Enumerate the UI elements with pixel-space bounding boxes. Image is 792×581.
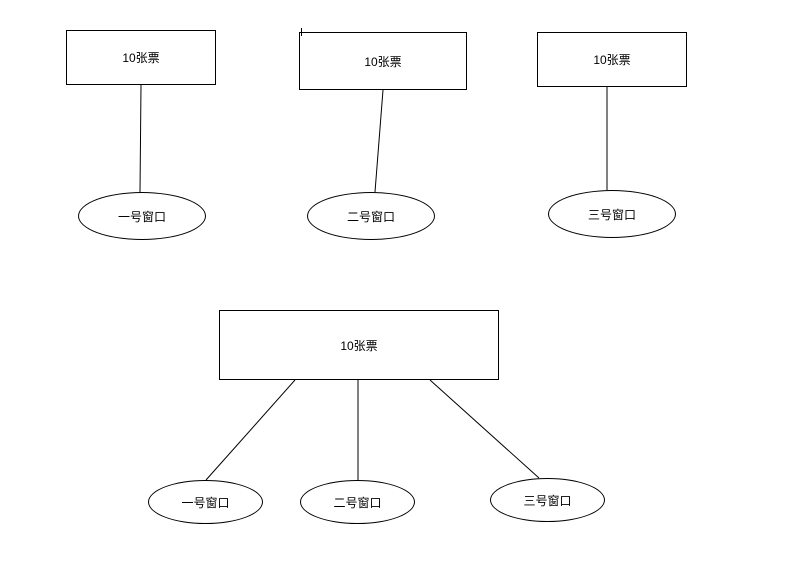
- ticket-box-1: 10张票: [66, 30, 216, 85]
- window-1-bottom-label: 一号窗口: [181, 494, 229, 511]
- window-3-bottom: 三号窗口: [490, 478, 605, 522]
- edge-top-2: [375, 90, 383, 192]
- edge-bottom-3: [430, 380, 539, 478]
- window-1-top: 一号窗口: [78, 192, 206, 240]
- ticket-box-shared-label: 10张票: [340, 337, 377, 354]
- edge-bottom-1: [206, 380, 295, 480]
- window-3-bottom-label: 三号窗口: [523, 492, 571, 509]
- ticket-box-3: 10张票: [537, 32, 687, 87]
- ticket-box-1-label: 10张票: [122, 49, 159, 66]
- ticket-box-2: 10张票: [299, 32, 467, 90]
- edge-top-1: [140, 85, 141, 192]
- ticket-box-2-label: 10张票: [364, 53, 401, 70]
- window-1-bottom: 一号窗口: [148, 480, 263, 524]
- window-2-bottom-label: 二号窗口: [333, 494, 381, 511]
- window-2-top-label: 二号窗口: [347, 208, 395, 225]
- window-1-top-label: 一号窗口: [118, 208, 166, 225]
- window-3-top: 三号窗口: [548, 190, 676, 238]
- window-3-top-label: 三号窗口: [588, 206, 636, 223]
- window-2-bottom: 二号窗口: [300, 480, 415, 524]
- ticket-box-shared: 10张票: [219, 310, 499, 380]
- ticket-box-3-label: 10张票: [593, 51, 630, 68]
- tick-mark: [301, 28, 302, 36]
- window-2-top: 二号窗口: [307, 192, 435, 240]
